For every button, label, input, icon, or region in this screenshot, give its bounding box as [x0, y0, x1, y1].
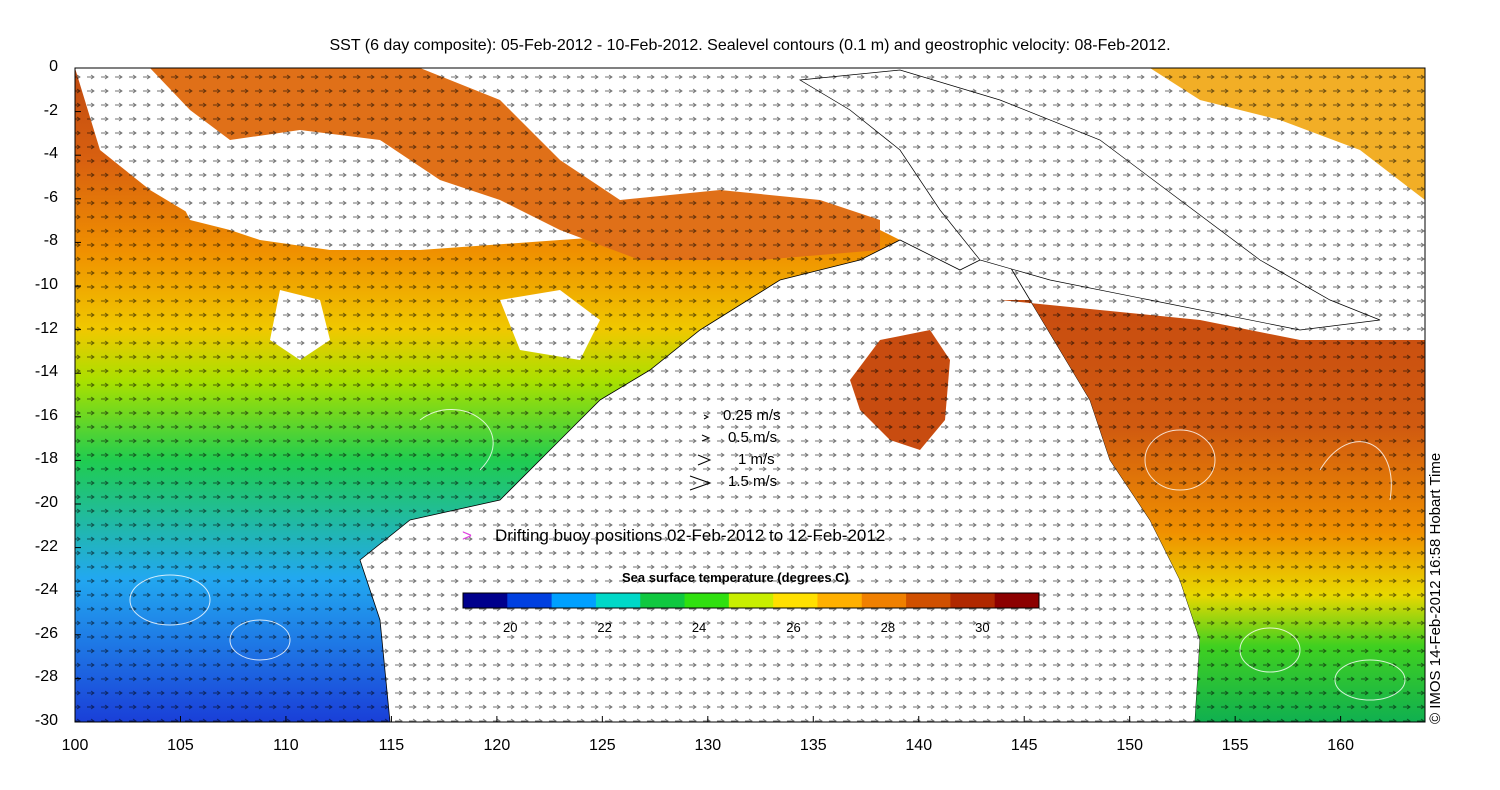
colorbar-cell — [728, 593, 774, 608]
colorbar-cell — [463, 593, 508, 608]
y-tick-label: -24 — [34, 581, 58, 599]
x-tick-label: 100 — [61, 737, 89, 754]
velocity-legend-arrows — [689, 414, 712, 491]
x-tick-label: 130 — [694, 737, 722, 754]
buoy-symbol-icon: > — [462, 526, 472, 545]
velocity-legend-label: 0.5 m/s — [728, 429, 778, 446]
plot-frame — [74, 67, 1426, 723]
colorbar-tick-label: 20 — [502, 620, 518, 635]
velocity-arrow-1 — [697, 454, 712, 466]
chart-title: SST (6 day composite): 05-Feb-2012 - 10-… — [329, 37, 1171, 54]
colorbar-cell — [551, 593, 597, 608]
colorbar-cell — [817, 593, 863, 608]
colorbar-cell — [595, 593, 641, 608]
velocity-arrow-05 — [701, 434, 711, 442]
velocity-legend-label: 1 m/s — [738, 451, 775, 468]
colorbar-tick-label: 28 — [880, 620, 896, 635]
x-tick-label: 135 — [799, 737, 827, 754]
colorbar-cell — [994, 593, 1040, 608]
buoy-legend-label: Drifting buoy positions 02-Feb-2012 to 1… — [495, 526, 886, 545]
colorbar-frame — [462, 592, 1040, 609]
x-tick-label: 155 — [1221, 737, 1249, 754]
x-tick-label: 140 — [905, 737, 933, 754]
x-tick-label: 125 — [588, 737, 616, 754]
y-tick-label: -10 — [34, 276, 58, 293]
y-tick-label: -12 — [34, 319, 58, 337]
y-tick-label: -4 — [43, 145, 58, 163]
x-tick-label: 160 — [1327, 737, 1354, 754]
colorbar-cell — [906, 593, 951, 608]
y-tick-label: -8 — [43, 232, 58, 250]
x-tick-label: 115 — [378, 737, 405, 754]
y-tick-label: 0 — [49, 58, 58, 75]
y-tick-label: -6 — [43, 188, 58, 206]
y-tick-label: -18 — [34, 450, 58, 468]
colorbar-title: Sea surface temperature (degrees C) — [622, 570, 849, 585]
velocity-legend-label: 0.25 m/s — [723, 407, 781, 424]
y-tick-marks — [75, 67, 81, 723]
y-tick-label: -2 — [43, 101, 58, 119]
x-tick-label: 110 — [273, 737, 299, 754]
y-tick-label: -30 — [34, 712, 58, 729]
x-tick-label: 150 — [1116, 737, 1144, 754]
colorbar — [463, 593, 1040, 608]
colorbar-cell — [773, 593, 818, 608]
y-tick-label: -16 — [34, 406, 58, 424]
colorbar-cell — [861, 593, 907, 608]
velocity-arrows — [75, 68, 1425, 722]
velocity-arrow-025 — [703, 414, 710, 420]
x-tick-marks — [74, 716, 1342, 722]
x-tick-label: 145 — [1010, 737, 1038, 754]
colorbar-tick-label: 30 — [975, 620, 990, 635]
colorbar-tick-label: 22 — [597, 620, 612, 635]
colorbar-tick-label: 24 — [691, 620, 707, 635]
colorbar-cell — [507, 593, 553, 608]
velocity-legend-label: 1.5 m/s — [728, 473, 778, 490]
y-tick-label: -20 — [34, 494, 58, 511]
velocity-arrow-15 — [689, 475, 712, 491]
y-tick-label: -14 — [34, 363, 58, 381]
colorbar-cell — [950, 593, 996, 608]
y-tick-label: -22 — [34, 537, 58, 555]
sealevel-contours — [129, 409, 1406, 701]
x-tick-label: 105 — [167, 737, 194, 754]
y-tick-label: -26 — [34, 624, 58, 642]
colorbar-cell — [640, 593, 686, 608]
x-tick-label: 120 — [483, 737, 511, 754]
y-tick-label: -28 — [34, 668, 58, 686]
colorbar-cell — [684, 593, 730, 608]
colorbar-tick-label: 26 — [786, 620, 801, 635]
credit-text: © IMOS 14-Feb-2012 16:58 Hobart Time — [1427, 452, 1444, 724]
